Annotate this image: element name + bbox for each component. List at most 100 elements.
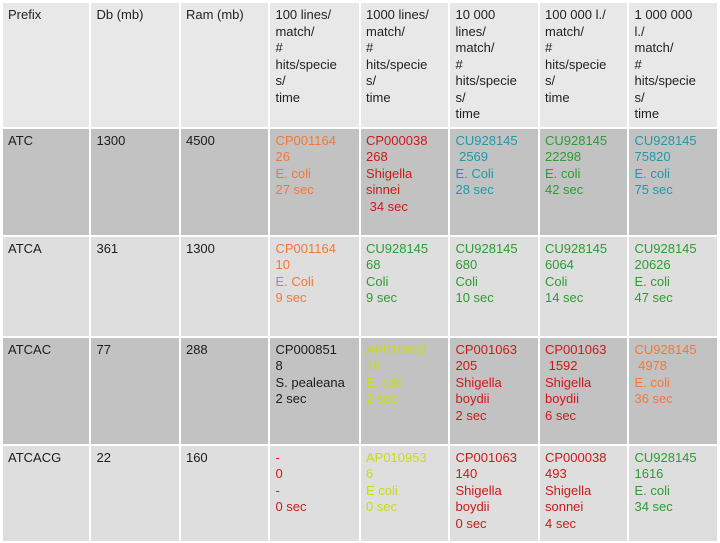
header-100000-lines: 100 000 l./match/# hits/specie s/time — [539, 3, 628, 127]
cell-db-size: 361 — [91, 236, 179, 336]
result-text-line: E. Coli — [455, 165, 494, 181]
header-text-line: match/ — [275, 23, 315, 39]
result-text-line: 75 sec — [634, 182, 673, 197]
result-text-line: 1616 — [634, 466, 664, 481]
header-1000-lines: 1000 lines/match/# hits/specie s/time — [360, 3, 449, 127]
result-text-line: CU928145 — [455, 240, 518, 256]
cell-result: CU928145 20626 E. coli 47 sec — [629, 236, 717, 336]
header-text-line: s/ — [275, 73, 286, 88]
cell-prefix: ATCAC — [3, 337, 90, 444]
result-text-line: 36 sec — [634, 391, 673, 406]
result-text-line: 10 sec — [455, 290, 494, 305]
result-text-line: E. Coli — [275, 273, 314, 289]
result-text-line: 42 sec — [544, 182, 584, 197]
header-text-line: hits/specie — [365, 56, 428, 72]
result-text-line: S. pealeana — [275, 374, 345, 390]
result-text-line: 493 — [544, 466, 567, 481]
result-text-line: E. coli — [275, 165, 311, 181]
cell-ram: 288 — [180, 337, 269, 444]
cell-result: CU928145 6064 Coli 14 sec — [539, 236, 628, 336]
cell-result: CU928145 4978 E. coli 36 sec — [629, 337, 717, 444]
result-text-line: 22298 — [544, 149, 582, 164]
header-text-line: match/ — [634, 40, 674, 55]
cell-prefix: ATCA — [3, 236, 90, 336]
cell-result: CP000038 268 Shigella sinnei 34 sec — [360, 128, 449, 235]
cell-result: CP001164 10 E. Coli 9 sec — [270, 236, 359, 336]
header-text-line: time — [634, 106, 660, 121]
header-text-line: Ram (mb) — [185, 7, 244, 22]
result-text-line: 140 — [455, 466, 478, 481]
table-row: ATCA 361 1300 CP001164 10 E. Coli 9 sec CU9… — [3, 236, 717, 336]
result-text-line: E coli — [365, 482, 398, 498]
header-text-line: match/ — [455, 40, 495, 55]
result-text-line: 28 sec — [455, 182, 494, 197]
header-text-line: hits/specie — [634, 73, 696, 88]
result-text-line: CU928145 — [544, 240, 608, 256]
cell-db-size: 1300 — [91, 128, 179, 235]
result-text-line: CU928145 — [365, 240, 429, 256]
result-text-line: CU928145 — [634, 240, 697, 256]
result-text-line: 2569 — [455, 149, 489, 164]
result-text-line: Shigella — [544, 374, 592, 390]
header-ram: Ram (mb) — [180, 3, 269, 127]
cell-result: CU928145 22298 E. coli 42 sec — [539, 128, 628, 235]
result-text-line: 27 sec — [275, 182, 314, 197]
header-text-line: hits/specie — [544, 56, 607, 72]
header-text-line: s/ — [365, 73, 377, 88]
header-text-line: s/ — [544, 73, 556, 88]
cell-ram: 4500 — [180, 128, 269, 235]
result-text-line: - — [275, 482, 280, 498]
header-text-line: # — [455, 56, 463, 72]
result-text-line: Shigella — [455, 482, 502, 498]
header-text-line: hits/specie — [455, 73, 517, 88]
header-text-line: 100 lines/ — [275, 7, 332, 22]
table-row: ATCACG 22 160 -0-0 sec AP010953 6 E coli 0 … — [3, 445, 717, 541]
header-text-line: # — [275, 40, 283, 55]
header-text-line: Prefix — [8, 7, 42, 22]
table-row: ATCAC 77 288 CP000851 8 S. pealeana 2 sec A… — [3, 337, 717, 444]
result-text-line: 0 — [275, 466, 283, 481]
cell-ram: 1300 — [180, 236, 269, 336]
header-text-line: l./ — [634, 23, 645, 39]
cell-result: -0-0 sec — [270, 445, 359, 541]
cell-result: CU928145 680 Coli 10 sec — [450, 236, 538, 336]
result-text-line: sonnei — [544, 499, 584, 514]
result-text-line: Coli — [455, 273, 478, 289]
result-text-line: 34 sec — [365, 198, 408, 214]
result-text-line: 2 sec — [365, 391, 398, 406]
result-text-line: E. coli — [544, 165, 581, 181]
result-text-line: 47 sec — [634, 290, 673, 305]
result-text-line: Shigella — [455, 374, 502, 390]
header-100-lines: 100 lines/match/# hits/specie s/time — [270, 3, 359, 127]
result-text-line: CP001063 — [455, 449, 517, 465]
result-text-line: 9 sec — [275, 290, 307, 305]
cell-result: CP000038 493 Shigella sonnei 4 sec — [539, 445, 628, 541]
result-text-line: CU928145 — [455, 132, 518, 148]
result-text-line: CP001063 — [455, 341, 517, 357]
result-text-line: 8 — [275, 358, 283, 373]
result-text-line: 26 — [275, 149, 290, 164]
header-text-line: 1000 lines/ — [365, 7, 429, 22]
cell-prefix: ATCACG — [3, 445, 90, 541]
header-text-line: # — [634, 56, 642, 72]
cell-prefix: ATC — [3, 128, 90, 235]
result-text-line: AP010953 — [365, 341, 427, 357]
header-text-line: 10 000 — [455, 7, 496, 22]
result-text-line: CP000038 — [544, 449, 607, 465]
header-10000-lines: 10 000 lines/match/# hits/specie s/time — [450, 3, 538, 127]
cell-result: CP001063 140 Shigella boydii 0 sec — [450, 445, 538, 541]
result-text-line: 6 — [365, 466, 374, 481]
result-text-line: Shigella — [365, 165, 413, 181]
result-text-line: 6 sec — [544, 407, 577, 423]
result-text-line: boydii — [544, 391, 579, 406]
header-text-line: 1 000 000 — [634, 7, 693, 22]
header-prefix: Prefix — [3, 3, 90, 127]
result-text-line: E. coli — [634, 273, 670, 289]
result-text-line: boydii — [455, 499, 490, 514]
cell-result: AP010953 6 E coli 0 sec — [360, 445, 449, 541]
header-text-line: hits/specie — [275, 56, 337, 72]
header-text-line: match/ — [365, 23, 405, 39]
result-text-line: 0 sec — [455, 515, 487, 531]
cell-result: AP010953 16 E. coli 2 sec — [360, 337, 449, 444]
